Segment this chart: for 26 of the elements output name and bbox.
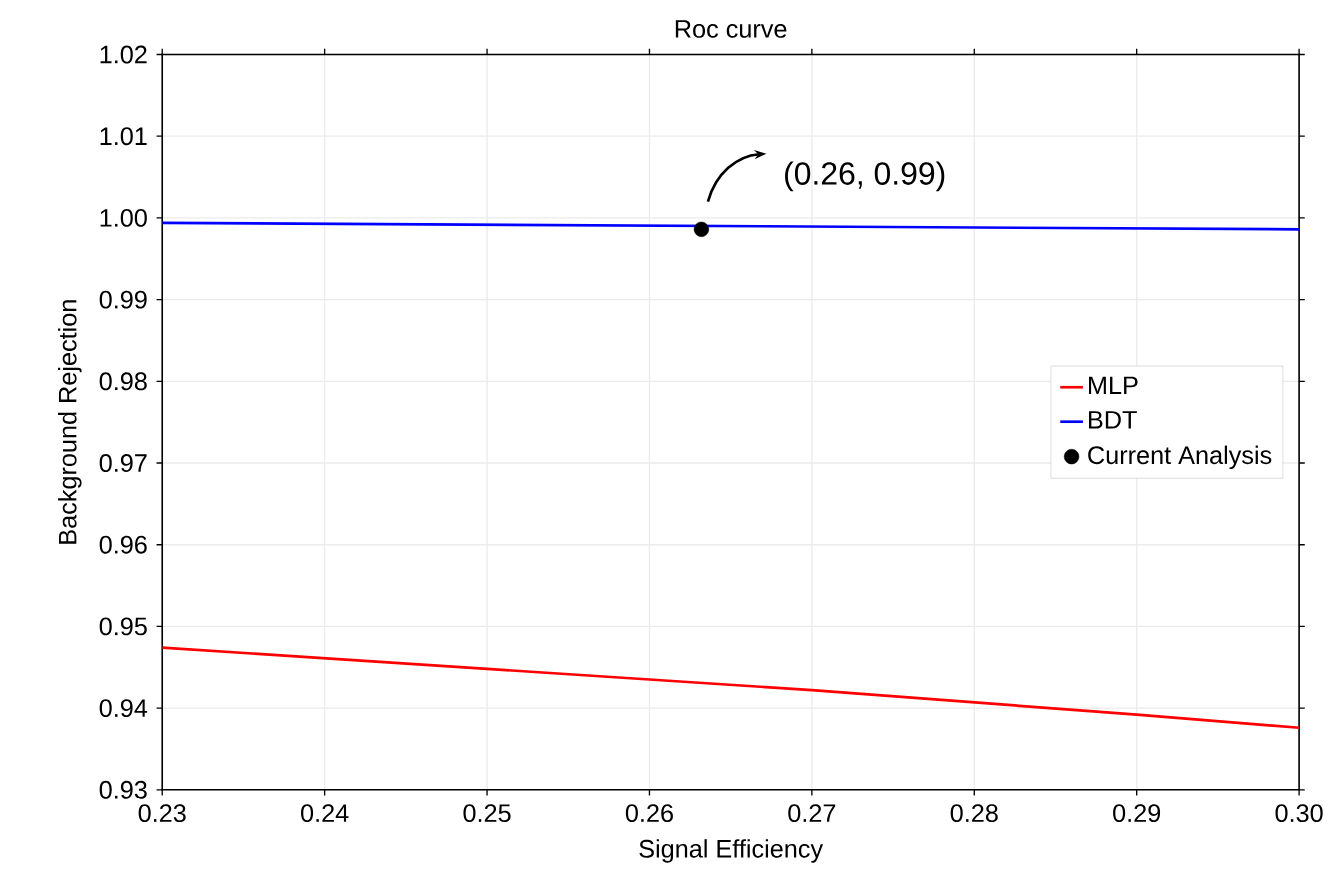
y-tick-label: 0.99 xyxy=(99,290,147,309)
y-tick-label: 0.95 xyxy=(99,617,147,636)
x-tick-label: 0.26 xyxy=(625,804,673,822)
y-tick-label: 0.96 xyxy=(99,535,147,554)
y-tick-label: 1.01 xyxy=(100,127,147,146)
annotation: (0.26, 0.99) xyxy=(785,161,945,192)
x-tick-label: 0.23 xyxy=(138,804,186,822)
x-tick-label: 0.30 xyxy=(1275,804,1323,822)
y-tick-label: 0.93 xyxy=(99,780,147,799)
x-axis-title: Signal Efficiency xyxy=(639,839,824,863)
y-tick-label: 0.98 xyxy=(99,372,147,391)
legend-label: MLP xyxy=(1089,376,1138,394)
x-tick-label: 0.24 xyxy=(301,804,349,822)
chart-title: Roc curve xyxy=(675,20,787,38)
x-tick-label: 0.27 xyxy=(788,804,836,822)
x-tick-label: 0.29 xyxy=(1113,804,1161,822)
legend-label: Current Analysis xyxy=(1088,445,1272,470)
y-tick-label: 1.02 xyxy=(100,45,147,64)
legend-label: BDT xyxy=(1089,411,1137,429)
y-axis-title: Background Rejection xyxy=(58,300,82,544)
x-tick-label: 0.25 xyxy=(463,804,511,822)
line-series xyxy=(162,646,1300,729)
x-tick-label: 0.28 xyxy=(950,804,998,822)
y-tick-label: 1.00 xyxy=(100,208,147,227)
y-tick-label: 0.97 xyxy=(99,453,147,472)
y-tick-label: 0.94 xyxy=(99,699,148,717)
